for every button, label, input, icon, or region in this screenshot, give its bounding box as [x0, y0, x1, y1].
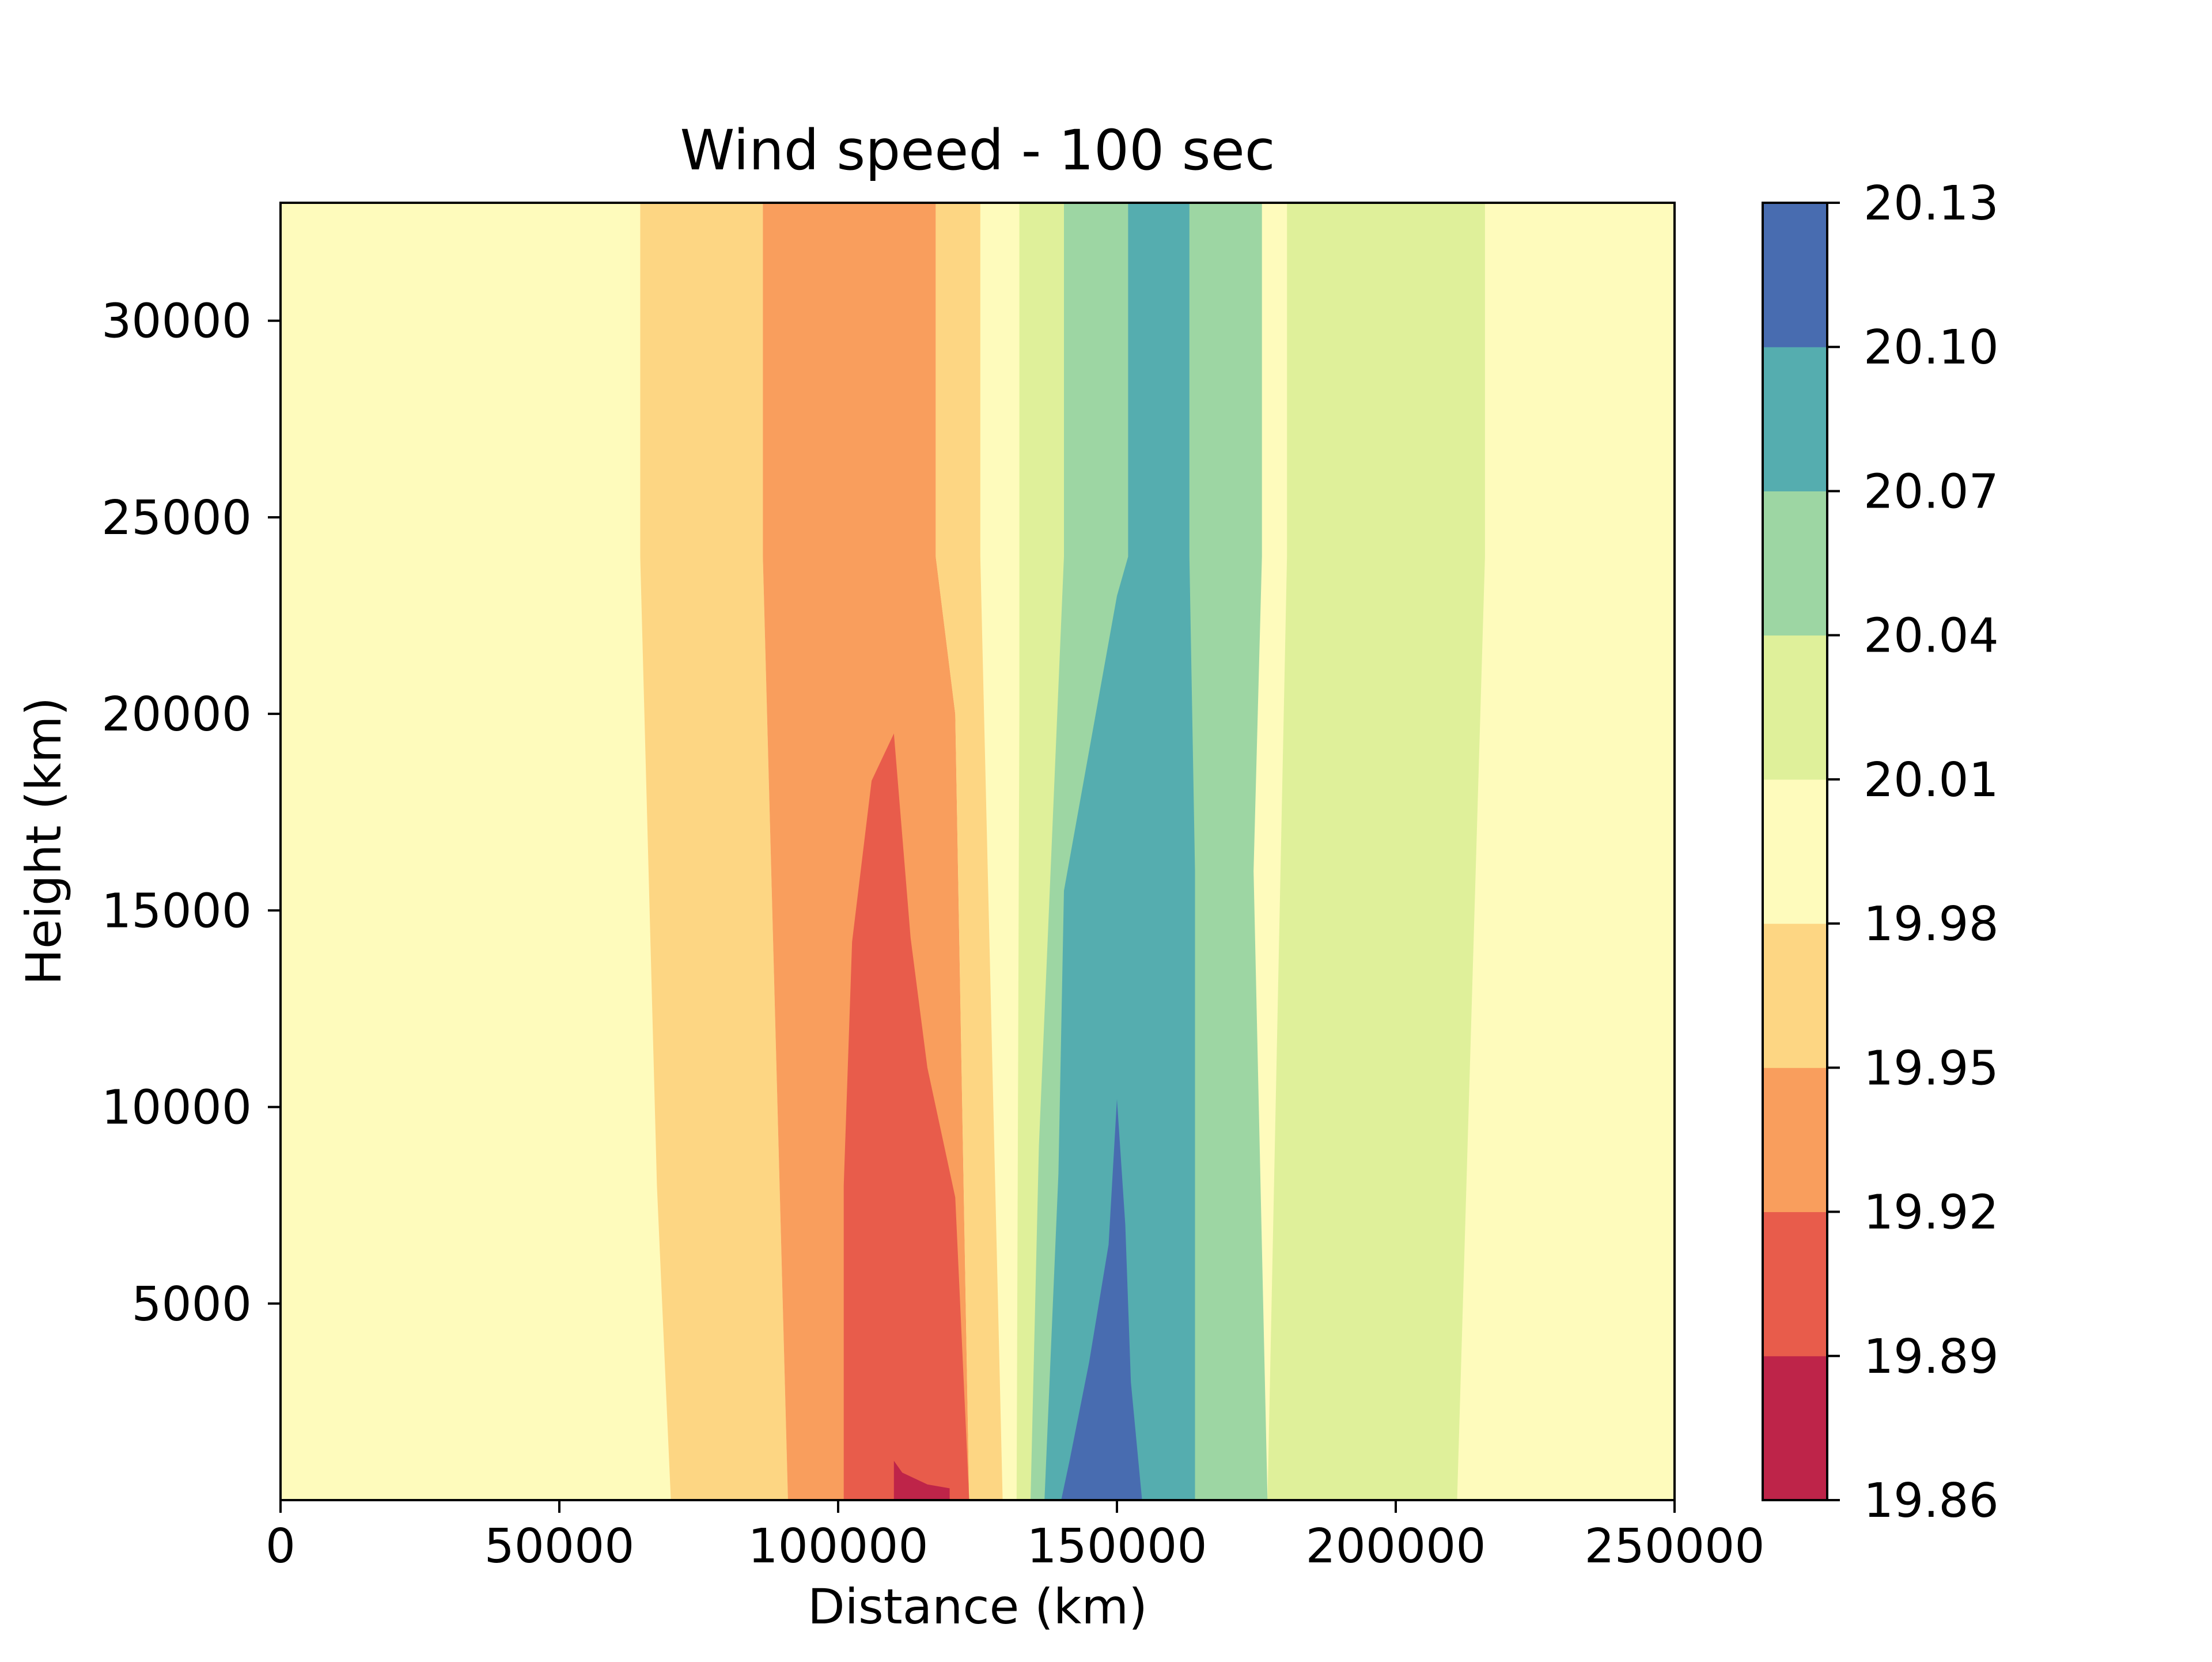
contour-region-2 [935, 203, 1003, 1500]
colorbar-tick-label: 19.89 [1863, 1330, 1999, 1384]
contour-region-4 [893, 1460, 950, 1500]
contour-region-8 [1061, 1099, 1142, 1500]
plot-frame [279, 202, 1676, 1501]
colorbar-tick-label: 19.92 [1863, 1186, 1999, 1240]
x-tick-label: 0 [266, 1519, 296, 1574]
x-axis: 0 50000 100000 150000 200000 250000 [266, 1500, 1765, 1574]
colorbar-tick-label: 20.10 [1863, 320, 1999, 375]
colorbar-frame [1762, 202, 1828, 1501]
y-tick-label: 20000 [101, 687, 252, 742]
x-tick-label: 150000 [1027, 1519, 1207, 1574]
colorbar-band [1763, 779, 1827, 924]
x-tick-label: 100000 [748, 1519, 928, 1574]
colorbar-tick-label: 19.95 [1863, 1041, 1999, 1096]
contour-region-0 [640, 203, 788, 1500]
colorbar-tick-label: 19.98 [1863, 897, 1999, 952]
contour-region-7 [1044, 203, 1195, 1500]
colorbar-band [1763, 1212, 1827, 1357]
y-tick-label: 5000 [131, 1277, 252, 1332]
colorbar-tick-label: 20.01 [1863, 753, 1999, 808]
chart-title: Wind speed - 100 sec [680, 118, 1275, 183]
colorbar-band [1763, 1067, 1827, 1213]
y-tick-label: 10000 [101, 1081, 252, 1135]
colorbar-tick-label: 19.86 [1863, 1474, 1999, 1528]
colorbar-band [1763, 923, 1827, 1068]
colorbar-tick-label: 20.04 [1863, 609, 1999, 664]
x-tick-label: 250000 [1584, 1519, 1764, 1574]
y-tick-label: 15000 [101, 884, 252, 938]
x-tick-label: 50000 [484, 1519, 635, 1574]
contour-region-9 [1267, 203, 1485, 1500]
y-axis: 5000 10000 15000 20000 25000 30000 [101, 294, 281, 1332]
y-axis-label: Height (km) [16, 697, 72, 985]
colorbar-band [1763, 203, 1827, 347]
x-tick-label: 200000 [1305, 1519, 1486, 1574]
colorbar: 19.86 19.89 19.92 19.95 19.98 20.01 20.04 20.07… [1762, 176, 1999, 1528]
y-tick-label: 25000 [101, 491, 252, 546]
x-axis-label: Distance (km) [808, 1578, 1147, 1635]
colorbar-tick-label: 20.13 [1863, 176, 1999, 231]
colorbar-band [1763, 347, 1827, 491]
colorbar-band [1763, 1356, 1827, 1501]
contour-region-3 [843, 733, 969, 1500]
colorbar-tick-label: 20.07 [1863, 464, 1999, 519]
colorbar-band [1763, 635, 1827, 780]
plot-area [281, 203, 1675, 1500]
y-tick-label: 30000 [101, 294, 252, 349]
colorbar-band [1763, 491, 1827, 636]
